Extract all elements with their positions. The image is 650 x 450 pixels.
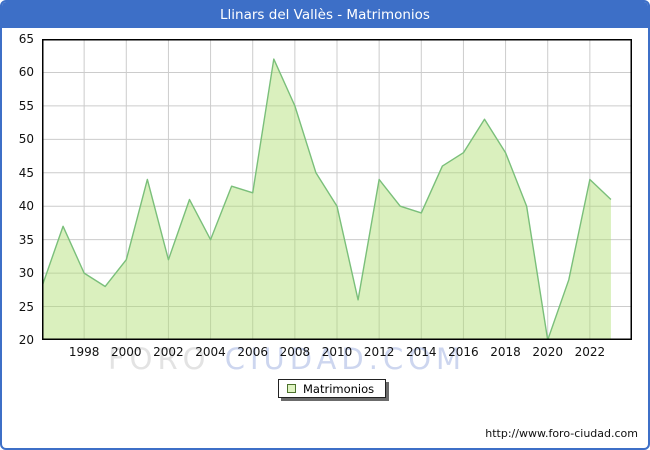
- x-tick-label: 2012: [363, 345, 395, 359]
- legend-label: Matrimonios: [303, 381, 375, 396]
- y-tick-label: 65: [18, 32, 34, 46]
- x-tick-label: 2002: [153, 345, 184, 359]
- x-tick-label: 2000: [111, 345, 142, 359]
- x-tick-label: 2006: [237, 345, 268, 359]
- x-tick-label: 2022: [574, 345, 606, 359]
- title-bar: Llinars del Vallès - Matrimonios: [2, 2, 648, 28]
- legend-swatch-icon: [287, 384, 296, 393]
- page-title: Llinars del Vallès - Matrimonios: [220, 7, 430, 23]
- x-tick-label: 1998: [68, 345, 100, 359]
- x-tick-label: 2004: [195, 345, 226, 359]
- footer-link[interactable]: http://www.foro-ciudad.com: [485, 427, 638, 440]
- y-tick-label: 55: [18, 98, 34, 113]
- x-tick-label: 2016: [448, 345, 479, 359]
- x-tick-label: 2014: [406, 345, 437, 359]
- x-tick-label: 2010: [321, 345, 353, 359]
- y-tick-label: 60: [18, 65, 34, 80]
- y-tick-label: 35: [18, 232, 34, 247]
- y-tick-label: 40: [18, 199, 34, 214]
- area-chart: [42, 39, 632, 340]
- x-tick-label: 2018: [490, 345, 521, 359]
- y-tick-label: 25: [18, 299, 34, 314]
- legend: Matrimonios: [278, 379, 387, 398]
- y-tick-label: 50: [18, 132, 34, 147]
- y-tick-label: 20: [18, 333, 34, 347]
- x-tick-label: 2020: [532, 345, 563, 359]
- x-tick-label: 2008: [279, 345, 311, 359]
- y-tick-label: 30: [18, 266, 34, 281]
- y-tick-label: 45: [18, 165, 34, 180]
